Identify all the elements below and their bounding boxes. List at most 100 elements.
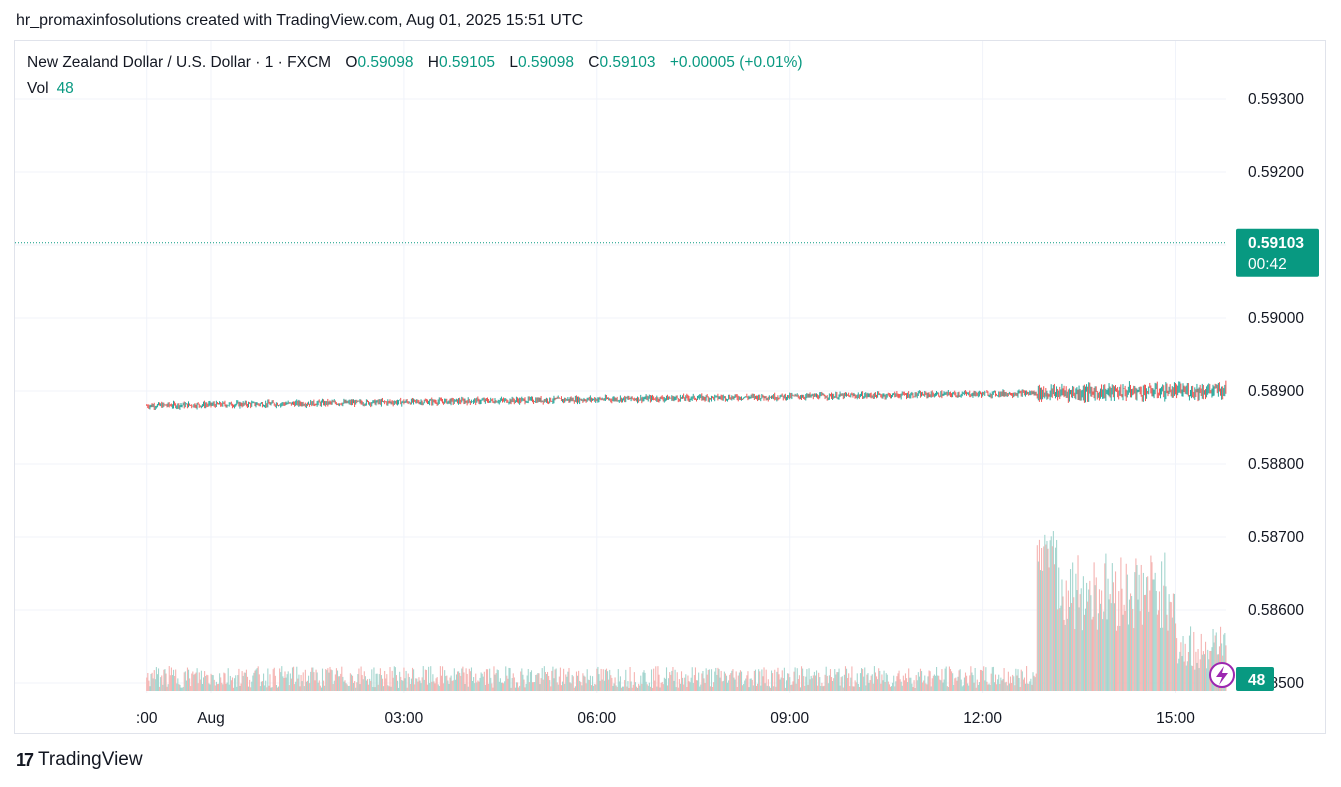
volume-bar (941, 669, 943, 691)
volume-bar (598, 674, 600, 691)
volume-bar (514, 687, 516, 691)
volume-bar (377, 684, 379, 691)
volume-bar (420, 683, 422, 691)
volume-bar (316, 672, 318, 691)
volume-bar (509, 668, 511, 691)
volume-bar (332, 684, 334, 691)
volume-bar (678, 679, 680, 691)
volume-bar (939, 679, 941, 691)
volume-bar (785, 680, 788, 691)
volume-bar (518, 687, 520, 691)
volume-bar (469, 671, 471, 691)
chart-frame[interactable]: 0.593000.592000.591000.590000.589000.588… (14, 40, 1326, 734)
volume-bar (873, 666, 875, 691)
volume-bar (1208, 659, 1210, 691)
volume-bar (1214, 635, 1216, 691)
volume-bar (385, 678, 387, 691)
volume-bar (1045, 544, 1047, 691)
volume-bar (865, 685, 867, 691)
volume-bar (309, 683, 311, 691)
volume-bar (522, 674, 524, 691)
volume-bar (836, 672, 838, 691)
volume-bar (635, 686, 638, 691)
volume-bar (793, 671, 795, 691)
volume-bar (837, 672, 839, 691)
volume-bar (645, 681, 647, 691)
volume-bar (631, 687, 633, 691)
volume-bar (334, 674, 336, 691)
volume-bar (1041, 547, 1043, 691)
volume-bar (784, 687, 787, 691)
volume-bar (900, 681, 902, 691)
volume-bar (728, 680, 730, 691)
volume-bar (1147, 576, 1149, 691)
volume-bar (464, 683, 466, 691)
volume-bar (216, 684, 219, 691)
volume-bar (887, 681, 889, 691)
volume-bar (270, 687, 272, 691)
volume-bar (762, 676, 764, 691)
volume-bar (583, 675, 585, 691)
volume-bar (222, 684, 224, 691)
volume-bar (219, 673, 221, 691)
volume-bar (1005, 681, 1007, 691)
volume-bar (347, 685, 349, 691)
volume-bar (667, 685, 669, 691)
volume-bar (805, 676, 807, 691)
volume-bar (898, 670, 900, 691)
volume-bar (619, 676, 621, 691)
x-tick-label: 12:00 (963, 710, 1002, 727)
x-tick-label: Aug (197, 710, 225, 727)
volume-bar (1073, 597, 1075, 691)
volume-bar (997, 679, 999, 691)
volume-bar (894, 686, 896, 691)
volume-bar (1009, 676, 1012, 691)
volume-bar (660, 682, 662, 691)
volume-bar (525, 683, 527, 691)
volume-bar (1000, 677, 1002, 691)
volume-bar (440, 675, 443, 691)
volume-bar (273, 667, 275, 691)
volume-bar (730, 673, 732, 691)
volume-bar (499, 678, 501, 691)
volume-bar (933, 674, 935, 691)
price-chart[interactable]: 0.593000.592000.591000.590000.589000.588… (15, 41, 1327, 735)
volume-bar (922, 682, 924, 691)
volume-bar (600, 668, 602, 691)
volume-bar (795, 683, 797, 691)
volume-bar (495, 673, 497, 691)
volume-bar (686, 686, 688, 691)
volume-bar (754, 669, 757, 691)
volume-bar (774, 669, 776, 691)
volume-bar (308, 675, 310, 691)
volume-bar (218, 683, 220, 691)
volume-bar (584, 676, 586, 691)
symbol-title[interactable]: New Zealand Dollar / U.S. Dollar · 1 · F… (27, 54, 332, 71)
volume-bar (739, 670, 742, 691)
volume-bar (777, 667, 779, 691)
volume-bar (471, 680, 474, 691)
volume-bar (949, 668, 952, 691)
volume-bar (1002, 678, 1004, 691)
volume-bar (781, 670, 783, 691)
volume-bar (341, 666, 343, 691)
volume-bar (388, 686, 390, 691)
volume-bar (539, 684, 541, 691)
volume-bar (1047, 548, 1049, 691)
volume-bar (156, 674, 159, 691)
volume-bar (661, 681, 663, 691)
volume-bar (1128, 599, 1131, 691)
volume-bar (727, 682, 729, 691)
volume-bar (224, 673, 226, 691)
volume-bar (609, 669, 611, 691)
volume-bar (1161, 561, 1163, 691)
volume-bar (630, 681, 632, 691)
volume-bar (462, 666, 464, 691)
volume-bar (1032, 672, 1034, 691)
volume-bar (578, 670, 580, 691)
volume-bar (1052, 531, 1054, 691)
volume-bar (314, 680, 316, 691)
volume-bar (490, 677, 492, 691)
volume-bar (159, 686, 161, 691)
tradingview-logo[interactable]: 17 TradingView (16, 749, 143, 771)
